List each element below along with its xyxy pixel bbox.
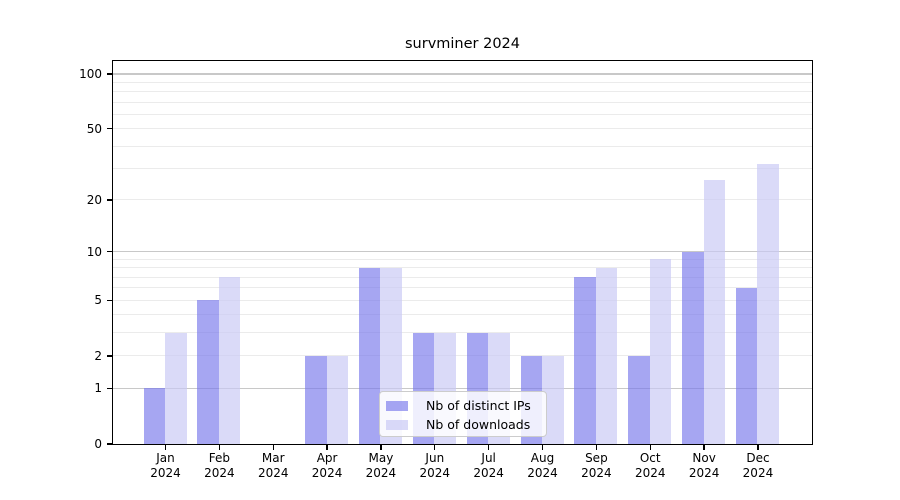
x-tick (595, 445, 598, 450)
x-tick-label: Nov 2024 (688, 451, 720, 480)
minor-gridline (113, 287, 812, 289)
x-tick (326, 445, 328, 450)
x-tick (164, 445, 167, 450)
y-tick-label: 20 (86, 192, 102, 207)
bar-downloads (703, 179, 726, 444)
x-tick (649, 445, 651, 450)
bar-downloads (218, 277, 241, 444)
y-tick-label: 2 (94, 348, 102, 363)
x-tick (380, 445, 382, 450)
minor-gridline (113, 267, 812, 269)
x-tick (434, 445, 436, 450)
y-tick (107, 443, 113, 445)
y-tick-label: 50 (86, 121, 102, 136)
minor-gridline (113, 332, 812, 334)
y-tick (107, 127, 113, 130)
minor-gridline (113, 276, 812, 278)
x-tick (272, 445, 274, 450)
x-tick-label: Jun 2024 (419, 451, 451, 480)
y-tick-label: 5 (94, 293, 102, 308)
x-tick-label: Dec 2024 (742, 451, 774, 480)
bar-distinct-ips (574, 277, 596, 444)
legend-label-downloads: Nb of downloads (426, 417, 531, 432)
x-tick-label: Aug 2024 (527, 451, 558, 480)
minor-gridline (113, 91, 812, 93)
minor-gridline (113, 128, 812, 130)
minor-gridline (113, 145, 812, 147)
legend-item-downloads: Nb of downloads (386, 415, 546, 434)
x-tick-label: Mar 2024 (257, 451, 289, 480)
y-tick (107, 355, 113, 357)
bar-downloads (165, 332, 187, 444)
legend-item-distinct-ips: Nb of distinct IPs (386, 396, 546, 415)
x-tick-label: May 2024 (365, 451, 397, 480)
minor-gridline (113, 199, 812, 201)
minor-gridline (113, 258, 812, 260)
x-tick (487, 445, 490, 450)
y-tick (107, 199, 113, 201)
y-tick (107, 299, 113, 301)
bar-downloads (542, 355, 564, 444)
x-tick-label: Apr 2024 (311, 451, 343, 480)
legend: Nb of distinct IPs Nb of downloads (379, 391, 547, 437)
bar-distinct-ips (358, 267, 381, 444)
bar-downloads (649, 259, 672, 444)
x-tick (541, 445, 544, 450)
legend-swatch-distinct-ips (386, 400, 408, 411)
plot-area: Nb of distinct IPs Nb of downloads (112, 60, 813, 445)
y-tick (107, 250, 113, 253)
x-tick-label: Sep 2024 (581, 451, 612, 480)
x-tick (757, 445, 759, 450)
legend-swatch-downloads (386, 419, 408, 430)
minor-gridline (113, 299, 812, 301)
major-gridline (113, 251, 812, 253)
y-tick-label: 100 (79, 66, 102, 81)
x-tick-label: Jan 2024 (150, 451, 181, 480)
x-tick-label: Feb 2024 (204, 451, 235, 480)
bar-downloads (595, 267, 618, 444)
y-tick (107, 387, 113, 390)
x-tick (218, 445, 221, 450)
chart-title: survminer 2024 (404, 36, 521, 52)
x-tick-label: Oct 2024 (634, 451, 666, 480)
x-tick-label: Jul 2024 (473, 451, 504, 480)
bar-distinct-ips (682, 251, 704, 444)
bar-downloads (326, 355, 349, 444)
y-tick-label: 10 (86, 244, 102, 259)
major-gridline (113, 387, 812, 390)
bar-distinct-ips (143, 388, 165, 444)
minor-gridline (113, 314, 812, 316)
y-tick-label: 0 (94, 437, 102, 451)
major-gridline (113, 73, 812, 75)
bar-distinct-ips (628, 355, 650, 444)
bar-downloads (757, 163, 779, 444)
y-tick-label: 1 (94, 381, 102, 396)
bar-distinct-ips (305, 355, 327, 444)
minor-gridline (113, 168, 812, 170)
bar-distinct-ips (197, 300, 219, 444)
x-tick (703, 445, 705, 450)
y-tick (107, 73, 113, 75)
minor-gridline (113, 81, 812, 83)
legend-label-distinct-ips: Nb of distinct IPs (426, 398, 531, 413)
minor-gridline (113, 101, 812, 103)
minor-gridline (113, 355, 812, 357)
bar-distinct-ips (735, 287, 758, 444)
minor-gridline (113, 113, 812, 115)
